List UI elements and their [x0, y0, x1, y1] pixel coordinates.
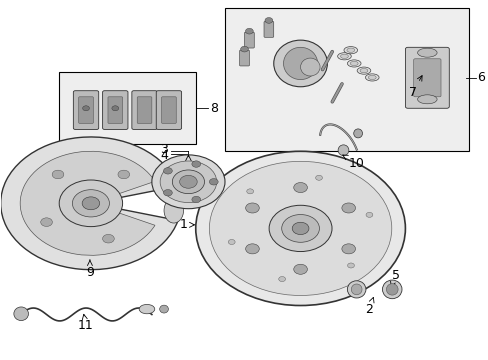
- Ellipse shape: [273, 40, 327, 87]
- Text: 11: 11: [78, 314, 94, 332]
- Circle shape: [118, 170, 129, 179]
- Text: 3: 3: [160, 143, 168, 156]
- Circle shape: [52, 170, 64, 179]
- Ellipse shape: [340, 54, 347, 58]
- Ellipse shape: [417, 95, 436, 104]
- Ellipse shape: [346, 281, 365, 298]
- Ellipse shape: [159, 305, 168, 313]
- FancyBboxPatch shape: [413, 59, 440, 97]
- Circle shape: [191, 196, 200, 203]
- FancyBboxPatch shape: [102, 91, 128, 130]
- Circle shape: [341, 244, 355, 254]
- Circle shape: [82, 106, 89, 111]
- Circle shape: [152, 155, 224, 209]
- Circle shape: [72, 190, 109, 217]
- Circle shape: [163, 189, 172, 196]
- Circle shape: [172, 170, 204, 194]
- Circle shape: [163, 168, 172, 174]
- Ellipse shape: [350, 284, 361, 295]
- Bar: [224, 8, 468, 151]
- FancyBboxPatch shape: [73, 91, 99, 130]
- Circle shape: [191, 161, 200, 167]
- Circle shape: [160, 161, 216, 203]
- Ellipse shape: [283, 47, 317, 80]
- Ellipse shape: [346, 60, 360, 67]
- Text: 10: 10: [342, 155, 364, 170]
- Circle shape: [102, 234, 114, 243]
- Circle shape: [245, 28, 253, 34]
- Text: 1: 1: [179, 218, 194, 231]
- Text: 5: 5: [390, 269, 399, 287]
- Bar: [59, 72, 195, 144]
- FancyBboxPatch shape: [405, 47, 448, 108]
- Circle shape: [292, 222, 308, 235]
- Text: 2: 2: [364, 297, 373, 316]
- Circle shape: [278, 276, 285, 282]
- FancyBboxPatch shape: [264, 22, 273, 37]
- Circle shape: [59, 180, 122, 226]
- Text: 6: 6: [477, 71, 485, 84]
- FancyBboxPatch shape: [132, 91, 157, 130]
- Circle shape: [41, 218, 52, 226]
- FancyBboxPatch shape: [156, 91, 181, 130]
- Circle shape: [240, 46, 248, 52]
- Ellipse shape: [386, 284, 397, 295]
- Circle shape: [347, 263, 354, 268]
- Circle shape: [179, 175, 197, 188]
- Circle shape: [293, 264, 307, 274]
- Ellipse shape: [337, 53, 350, 60]
- Ellipse shape: [346, 48, 354, 52]
- Circle shape: [245, 203, 259, 213]
- Circle shape: [341, 203, 355, 213]
- Text: 9: 9: [86, 260, 94, 279]
- Ellipse shape: [382, 280, 401, 299]
- Text: 8: 8: [210, 102, 218, 115]
- Ellipse shape: [337, 145, 348, 156]
- Circle shape: [293, 183, 307, 193]
- Circle shape: [281, 215, 319, 242]
- Ellipse shape: [353, 129, 362, 138]
- Ellipse shape: [359, 68, 367, 73]
- Circle shape: [195, 151, 405, 306]
- Ellipse shape: [343, 46, 357, 54]
- FancyBboxPatch shape: [161, 97, 176, 123]
- Ellipse shape: [367, 75, 375, 80]
- Circle shape: [112, 106, 119, 111]
- Ellipse shape: [139, 305, 155, 314]
- Circle shape: [245, 244, 259, 254]
- Circle shape: [209, 179, 218, 185]
- FancyBboxPatch shape: [108, 97, 122, 123]
- Circle shape: [228, 239, 235, 244]
- Text: 4: 4: [160, 149, 168, 162]
- Wedge shape: [0, 137, 178, 270]
- Circle shape: [315, 175, 322, 180]
- Ellipse shape: [14, 307, 28, 320]
- Ellipse shape: [417, 48, 436, 57]
- FancyBboxPatch shape: [244, 32, 254, 48]
- Circle shape: [366, 212, 372, 217]
- Circle shape: [264, 18, 272, 23]
- Ellipse shape: [349, 61, 357, 66]
- Ellipse shape: [300, 58, 320, 76]
- FancyBboxPatch shape: [137, 97, 152, 123]
- Text: 7: 7: [408, 76, 421, 99]
- FancyBboxPatch shape: [79, 97, 93, 123]
- Wedge shape: [20, 151, 155, 255]
- Circle shape: [82, 197, 100, 210]
- Circle shape: [246, 189, 253, 194]
- Ellipse shape: [163, 198, 183, 223]
- Circle shape: [268, 205, 331, 252]
- Ellipse shape: [356, 67, 370, 74]
- FancyBboxPatch shape: [239, 50, 249, 66]
- Ellipse shape: [365, 74, 378, 81]
- Circle shape: [209, 161, 391, 296]
